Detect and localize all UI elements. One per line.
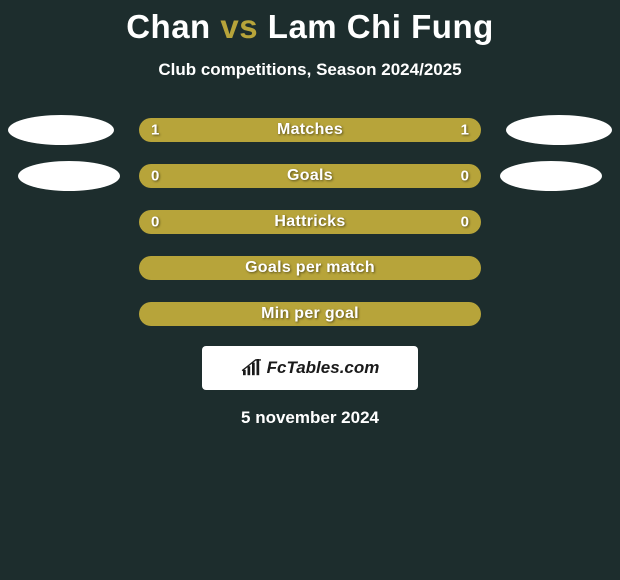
player-left-marker xyxy=(8,115,114,145)
stat-bar: Min per goal xyxy=(139,302,481,326)
stat-value-left: 0 xyxy=(151,214,159,231)
stat-label: Goals xyxy=(287,167,333,185)
stats-rows: 1 Matches 1 0 Goals 0 0 Hattricks 0 xyxy=(0,118,620,326)
stat-row-matches: 1 Matches 1 xyxy=(0,118,620,142)
stat-label: Goals per match xyxy=(245,259,375,277)
chart-bars-icon xyxy=(241,359,263,377)
stat-bar: Goals per match xyxy=(139,256,481,280)
stat-row-goals: 0 Goals 0 xyxy=(0,164,620,188)
stat-label: Min per goal xyxy=(261,305,359,323)
subtitle: Club competitions, Season 2024/2025 xyxy=(158,60,461,80)
player-left-marker xyxy=(18,161,120,191)
stat-value-left: 1 xyxy=(151,122,159,139)
brand-text: FcTables.com xyxy=(267,358,380,378)
date-label: 5 november 2024 xyxy=(241,408,379,428)
stat-bar: 0 Hattricks 0 xyxy=(139,210,481,234)
title-vs: vs xyxy=(220,8,258,45)
page-title: Chan vs Lam Chi Fung xyxy=(126,8,494,46)
title-right: Lam Chi Fung xyxy=(268,8,494,45)
stat-bar: 0 Goals 0 xyxy=(139,164,481,188)
stat-bar: 1 Matches 1 xyxy=(139,118,481,142)
stat-value-right: 0 xyxy=(461,168,469,185)
stat-label: Hattricks xyxy=(274,213,345,231)
stat-label: Matches xyxy=(277,121,343,139)
stat-row-hattricks: 0 Hattricks 0 xyxy=(0,210,620,234)
title-left: Chan xyxy=(126,8,211,45)
stat-value-left: 0 xyxy=(151,168,159,185)
stat-value-right: 1 xyxy=(461,122,469,139)
player-right-marker xyxy=(500,161,602,191)
brand-badge: FcTables.com xyxy=(202,346,418,390)
stat-row-gpm: Goals per match xyxy=(0,256,620,280)
stat-row-mpg: Min per goal xyxy=(0,302,620,326)
stat-value-right: 0 xyxy=(461,214,469,231)
player-right-marker xyxy=(506,115,612,145)
